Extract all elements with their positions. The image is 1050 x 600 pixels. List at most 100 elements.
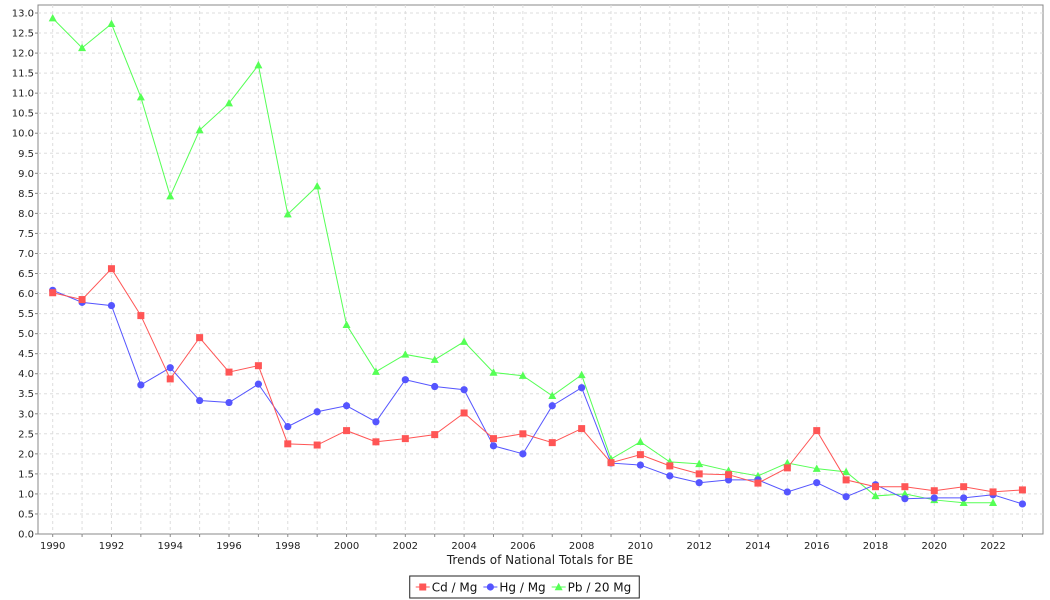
data-point [107,19,116,28]
data-point [342,402,351,410]
data-point [313,441,321,449]
data-point [519,430,527,438]
data-point [431,431,439,439]
y-tick-label: 6.5 [18,269,34,280]
y-tick-label: 0.0 [18,530,34,541]
data-point [666,462,674,470]
data-point [78,296,86,304]
x-tick-label: 2012 [686,541,711,552]
series-hg-mg [49,286,1027,508]
data-point [1018,500,1027,508]
y-tick-label: 7.0 [18,249,34,260]
y-tick-label: 2.5 [18,429,34,440]
data-point [489,442,498,450]
data-point [401,350,410,358]
legend-label: Pb / 20 Mg [568,581,632,595]
legend-swatch-marker [419,583,427,591]
x-tick-label: 1990 [40,541,65,552]
x-tick-label: 2020 [922,541,947,552]
data-point [166,375,174,383]
y-axis: 0.0 0.5 1.0 1.5 2.0 2.5 3.0 3.5 4.0 4.5 5.0 5.5 6.0 6… [12,9,38,541]
data-point [813,427,821,435]
data-point [372,438,380,446]
y-tick-label: 2.0 [18,449,34,460]
x-tick-label: 1996 [216,541,241,552]
y-tick-label: 1.5 [18,469,34,480]
data-point [548,391,557,399]
series-cd-mg [49,265,1026,496]
legend-swatch-marker [486,583,494,591]
y-tick-label: 8.0 [18,209,34,220]
legend: Cd / Mg Hg / Mg Pb / 20 Mg [409,575,640,599]
data-point [283,209,292,218]
data-point [166,364,174,372]
series-line [52,289,1023,505]
data-point [284,440,292,448]
x-tick-label: 2010 [628,541,653,552]
data-point [842,476,850,484]
y-tick-label: 11.0 [12,89,34,100]
data-point [225,368,233,376]
y-tick-label: 9.5 [18,149,34,160]
data-point [636,461,645,469]
plot-area [37,4,1044,535]
legend-label: Hg / Mg [499,581,545,595]
data-point [518,371,527,379]
data-point [578,425,586,433]
y-tick-label: 1.0 [18,489,34,500]
data-point [371,367,380,375]
data-point [343,427,351,435]
data-point [107,265,115,273]
x-tick-label: 1994 [158,541,183,552]
legend-box [409,575,640,599]
data-point [342,320,351,329]
data-point [489,368,498,376]
data-point [989,498,998,506]
legend-item: Hg / Mg [483,581,546,595]
data-point [754,479,762,487]
x-tick-label: 2002 [393,541,418,552]
data-point [871,491,880,500]
data-point [548,439,556,447]
data-point [137,381,145,389]
x-tick-label: 2016 [804,541,829,552]
data-point [989,488,997,496]
data-point [136,92,145,101]
data-point [401,376,409,384]
x-tick-label: 1992 [99,541,124,552]
data-point [195,125,204,134]
data-point [636,437,645,446]
y-tick-label: 4.0 [18,369,34,380]
gridlines [38,5,1043,534]
data-point [196,334,204,342]
data-point [430,355,439,363]
y-tick-label: 10.5 [12,109,34,120]
x-tick-label: 2004 [451,541,476,552]
data-point [548,402,556,410]
data-point [401,435,409,443]
y-tick-label: 8.5 [18,189,34,200]
y-tick-label: 3.0 [18,409,34,420]
data-point [695,470,703,478]
legend-label: Cd / Mg [432,581,478,595]
data-point [254,60,263,69]
data-point [254,380,262,388]
data-point [607,459,615,467]
data-point [960,483,968,491]
data-point [313,408,321,416]
data-point [872,483,879,491]
data-point [695,459,704,468]
data-point [695,479,703,487]
y-tick-label: 12.5 [12,29,34,40]
x-axis: 1990 1992 1994 1996 1998 2000 2002 2004 2006 2008… [40,534,1023,552]
data-point [783,488,791,496]
y-tick-label: 12.0 [12,49,34,60]
data-point [196,396,204,405]
x-tick-label: 2022 [980,541,1005,552]
data-point [166,191,175,200]
data-point [783,464,791,472]
data-point [666,472,674,480]
data-point [842,493,850,501]
data-point [813,479,821,487]
data-point [959,498,968,506]
